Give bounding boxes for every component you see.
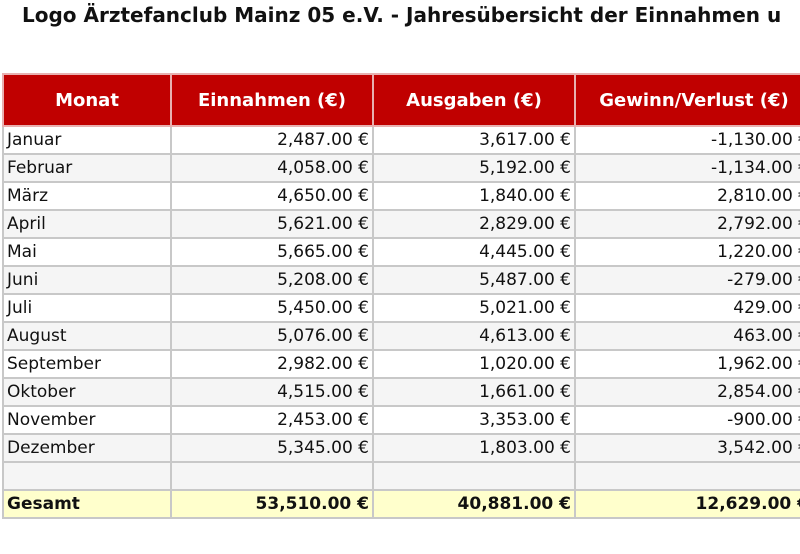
cell-expenses[interactable]: 40,881.00 € bbox=[372, 489, 576, 519]
cell-profit-loss[interactable]: -279.00 € bbox=[574, 265, 800, 295]
cell-profit-loss[interactable]: -900.00 € bbox=[574, 405, 800, 435]
cell-profit-loss[interactable]: 12,629.00 € bbox=[574, 489, 800, 519]
cell-profit-loss[interactable]: -1,134.00 € bbox=[574, 153, 800, 183]
cell-income[interactable] bbox=[170, 461, 374, 491]
table-row: Dezember 5,345.00 €1,803.00 €3,542.00 € bbox=[2, 433, 800, 463]
cell-income[interactable]: 5,450.00 € bbox=[170, 293, 374, 323]
cell-expenses[interactable]: 3,617.00 € bbox=[372, 125, 576, 155]
cell-income[interactable]: 5,208.00 € bbox=[170, 265, 374, 295]
cell-month[interactable]: August bbox=[2, 321, 172, 351]
cell-month[interactable]: Dezember bbox=[2, 433, 172, 463]
table-row: Mai 5,665.00 €4,445.00 €1,220.00 € bbox=[2, 237, 800, 267]
cell-expenses[interactable]: 3,353.00 € bbox=[372, 405, 576, 435]
table-row: März 4,650.00 €1,840.00 €2,810.00 € bbox=[2, 181, 800, 211]
cell-month[interactable]: Februar bbox=[2, 153, 172, 183]
cell-month[interactable]: Januar bbox=[2, 125, 172, 155]
cell-expenses[interactable]: 2,829.00 € bbox=[372, 209, 576, 239]
header-row: Monat Einnahmen (€) Ausgaben (€) Gewinn/… bbox=[2, 73, 800, 127]
cell-profit-loss[interactable]: 1,962.00 € bbox=[574, 349, 800, 379]
empty-row bbox=[2, 461, 800, 491]
cell-month[interactable]: Oktober bbox=[2, 377, 172, 407]
income-expense-table: Monat Einnahmen (€) Ausgaben (€) Gewinn/… bbox=[2, 73, 800, 519]
table-row: Februar 4,058.00 €5,192.00 € -1,134.00 € bbox=[2, 153, 800, 183]
column-header-expenses: Ausgaben (€) bbox=[372, 73, 576, 127]
cell-profit-loss[interactable]: 429.00 € bbox=[574, 293, 800, 323]
cell-month[interactable]: Mai bbox=[2, 237, 172, 267]
cell-month[interactable]: April bbox=[2, 209, 172, 239]
cell-expenses[interactable]: 5,192.00 € bbox=[372, 153, 576, 183]
cell-month[interactable]: September bbox=[2, 349, 172, 379]
column-header-profit-loss: Gewinn/Verlust (€) bbox=[574, 73, 800, 127]
cell-profit-loss[interactable]: 2,854.00 € bbox=[574, 377, 800, 407]
cell-profit-loss[interactable] bbox=[574, 461, 800, 491]
table-row: Januar 2,487.00 €3,617.00 € -1,130.00 € bbox=[2, 125, 800, 155]
table-row: Oktober 4,515.00 €1,661.00 €2,854.00 € bbox=[2, 377, 800, 407]
cell-month[interactable] bbox=[2, 461, 172, 491]
cell-income[interactable]: 4,650.00 € bbox=[170, 181, 374, 211]
document-title: Logo Ärztefanclub Mainz 05 e.V. - Jahres… bbox=[22, 3, 782, 27]
cell-income[interactable]: 5,076.00 € bbox=[170, 321, 374, 351]
cell-month[interactable]: Gesamt bbox=[2, 489, 172, 519]
total-row: Gesamt 53,510.00 €40,881.00 €12,629.00 € bbox=[2, 489, 800, 519]
cell-expenses[interactable]: 1,840.00 € bbox=[372, 181, 576, 211]
cell-income[interactable]: 2,487.00 € bbox=[170, 125, 374, 155]
cell-income[interactable]: 4,058.00 € bbox=[170, 153, 374, 183]
table-row: April 5,621.00 €2,829.00 €2,792.00 € bbox=[2, 209, 800, 239]
cell-income[interactable]: 4,515.00 € bbox=[170, 377, 374, 407]
cell-expenses[interactable]: 1,020.00 € bbox=[372, 349, 576, 379]
cell-expenses[interactable]: 4,613.00 € bbox=[372, 321, 576, 351]
cell-month[interactable]: Juni bbox=[2, 265, 172, 295]
cell-expenses[interactable]: 5,487.00 € bbox=[372, 265, 576, 295]
cell-month[interactable]: November bbox=[2, 405, 172, 435]
cell-profit-loss[interactable]: 463.00 € bbox=[574, 321, 800, 351]
cell-income[interactable]: 2,982.00 € bbox=[170, 349, 374, 379]
cell-income[interactable]: 2,453.00 € bbox=[170, 405, 374, 435]
cell-income[interactable]: 5,621.00 € bbox=[170, 209, 374, 239]
cell-income[interactable]: 53,510.00 € bbox=[170, 489, 374, 519]
cell-profit-loss[interactable]: 2,792.00 € bbox=[574, 209, 800, 239]
cell-expenses[interactable]: 1,803.00 € bbox=[372, 433, 576, 463]
cell-profit-loss[interactable]: 3,542.00 € bbox=[574, 433, 800, 463]
cell-profit-loss[interactable]: 2,810.00 € bbox=[574, 181, 800, 211]
cell-income[interactable]: 5,665.00 € bbox=[170, 237, 374, 267]
cell-month[interactable]: März bbox=[2, 181, 172, 211]
cell-profit-loss[interactable]: 1,220.00 € bbox=[574, 237, 800, 267]
cell-expenses[interactable] bbox=[372, 461, 576, 491]
cell-expenses[interactable]: 4,445.00 € bbox=[372, 237, 576, 267]
column-header-income: Einnahmen (€) bbox=[170, 73, 374, 127]
cell-expenses[interactable]: 5,021.00 € bbox=[372, 293, 576, 323]
table-row: September 2,982.00 €1,020.00 €1,962.00 € bbox=[2, 349, 800, 379]
cell-month[interactable]: Juli bbox=[2, 293, 172, 323]
column-header-month: Monat bbox=[2, 73, 172, 127]
cell-profit-loss[interactable]: -1,130.00 € bbox=[574, 125, 800, 155]
cell-income[interactable]: 5,345.00 € bbox=[170, 433, 374, 463]
cell-expenses[interactable]: 1,661.00 € bbox=[372, 377, 576, 407]
